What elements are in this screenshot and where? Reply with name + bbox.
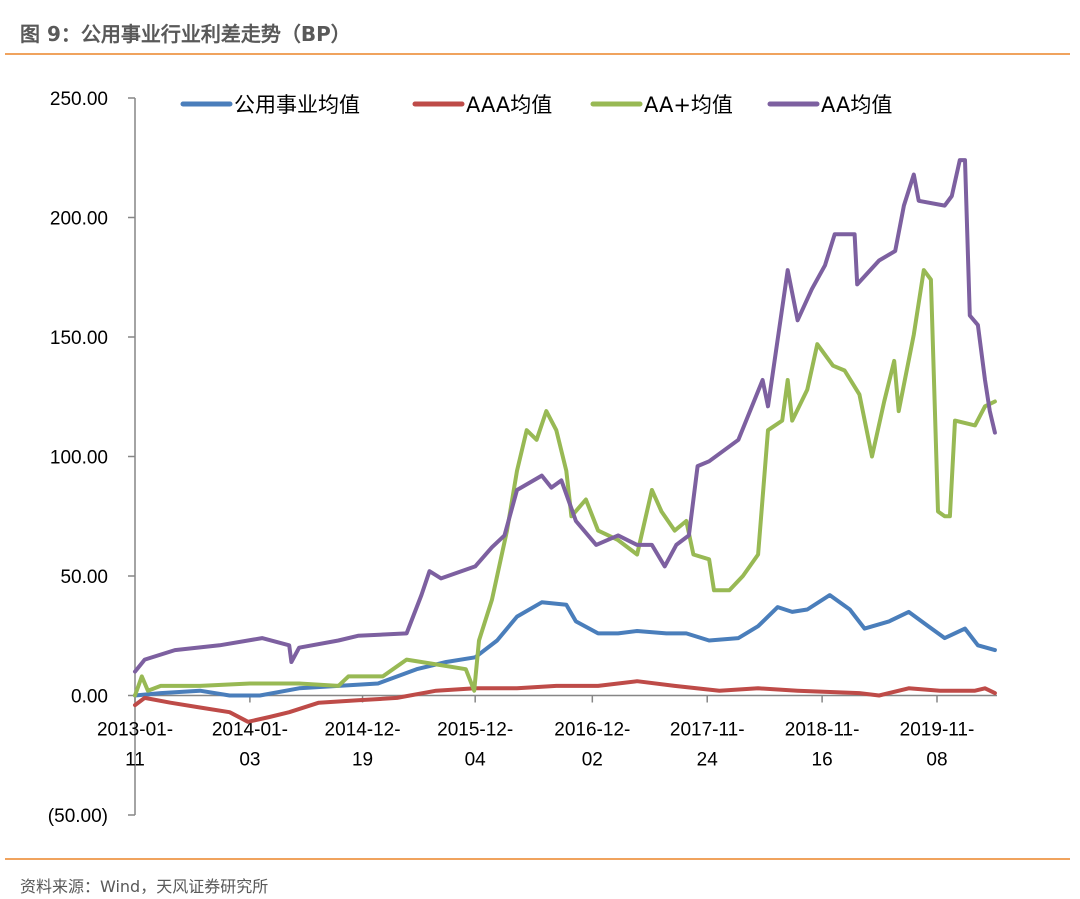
- axes: 250.00 200.00 150.00 100.00 50.00 0.00 (50.00)…: [48, 89, 997, 827]
- x-tick-label: 2016-12-: [554, 720, 630, 741]
- x-tick-label: 2018-11-: [785, 720, 860, 741]
- x-tick-label: 19: [352, 750, 373, 771]
- y-tick-label: 250.00: [50, 89, 108, 110]
- series-lines: [133, 158, 997, 724]
- legend-label: AA+均值: [644, 93, 733, 117]
- x-tick-label: 2014-01-: [212, 720, 288, 741]
- x-tick-label: 02: [582, 750, 603, 771]
- x-tick-label: 16: [812, 750, 833, 771]
- y-tick-label: 50.00: [60, 567, 108, 588]
- bottom-divider: [5, 858, 1070, 860]
- y-tick-label: (50.00): [48, 806, 108, 827]
- x-tick-label: 24: [697, 750, 719, 771]
- y-tick-label: 100.00: [50, 448, 108, 469]
- x-tick-label: 2015-12-: [437, 720, 513, 741]
- legend-label: AAA均值: [466, 93, 552, 117]
- series-line-0: [133, 593, 997, 698]
- legend-label: AA均值: [821, 93, 892, 117]
- x-tick-label: 2014-12-: [325, 720, 401, 741]
- series-line-2: [133, 268, 997, 698]
- x-tick-label: 2017-11-: [670, 720, 745, 741]
- y-tick-label: 200.00: [50, 209, 108, 230]
- figure-title: 图 9：公用事业行业利差走势（BP）: [20, 22, 351, 46]
- source-note: 资料来源：Wind，天风证券研究所: [20, 877, 269, 896]
- series-line-1: [133, 679, 997, 724]
- x-tick-label: 04: [465, 750, 487, 771]
- x-tick-label: 11: [125, 750, 145, 771]
- y-tick-label: 0.00: [71, 687, 108, 708]
- x-tick-label: 2013-01-: [97, 720, 173, 741]
- y-tick-label: 150.00: [50, 328, 108, 349]
- x-tick-label: 03: [239, 750, 260, 771]
- x-tick-label: 2019-11-: [900, 720, 975, 741]
- legend-label: 公用事业均值: [234, 93, 360, 117]
- series-line-3: [133, 158, 997, 674]
- legend: 公用事业均值 AAA均值 AA+均值 AA均值: [180, 93, 892, 117]
- x-tick-label: 08: [926, 750, 947, 771]
- top-divider: [5, 53, 1070, 55]
